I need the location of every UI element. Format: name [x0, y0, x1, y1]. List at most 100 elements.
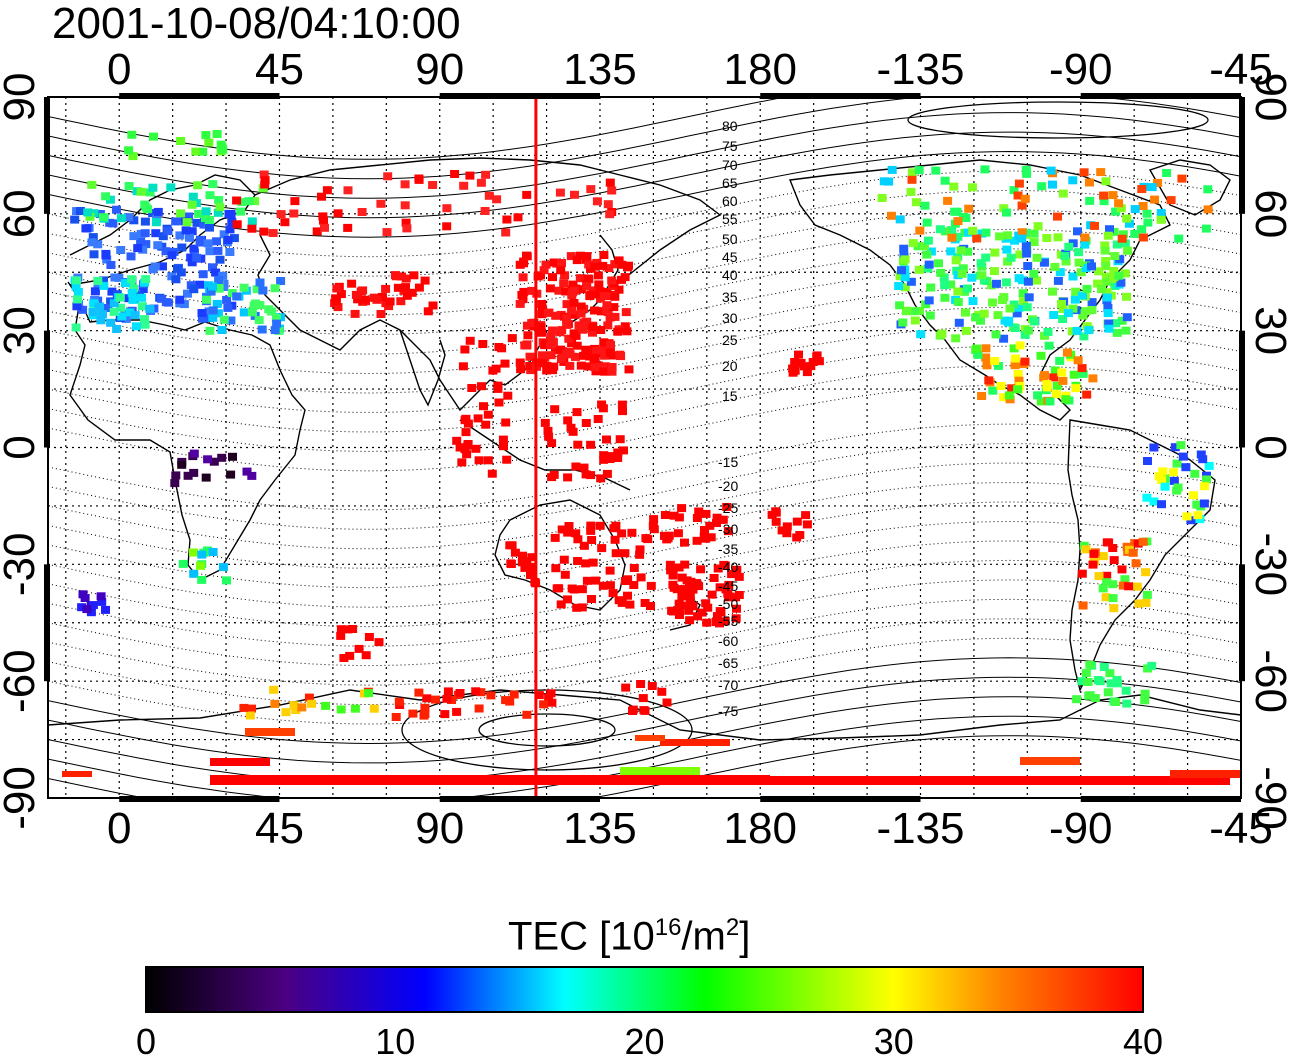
tec-cell [1142, 590, 1152, 599]
tec-cell [1149, 443, 1159, 452]
x-tick-bottom: 90 [415, 804, 464, 853]
axis-bar-top [1080, 93, 1241, 99]
tec-cell [257, 325, 267, 334]
tec-cell [205, 191, 215, 200]
tec-cell [926, 247, 936, 256]
tec-cell [587, 595, 596, 603]
contour-label-south: -45 [718, 578, 738, 594]
tec-cell [668, 571, 678, 580]
tec-cell [684, 606, 694, 615]
tec-cell [515, 260, 525, 269]
tec-cell [280, 218, 290, 227]
tec-cell [1166, 196, 1176, 205]
tec-cell [116, 303, 126, 312]
tec-cell [685, 592, 695, 601]
tec-cell [1120, 269, 1130, 278]
tec-cell [452, 707, 462, 716]
tec-cell [582, 282, 592, 291]
tec-cell [968, 183, 977, 192]
tec-cell [239, 308, 249, 317]
tec-cell [688, 602, 698, 611]
tec-cell [556, 600, 566, 609]
tec-cell [701, 599, 711, 608]
contour-label-north: 50 [722, 231, 738, 247]
tec-cell [133, 244, 143, 253]
tec-cell [297, 703, 307, 712]
tec-cell [260, 176, 270, 185]
tec-cell [1088, 374, 1098, 383]
tec-cell [1071, 384, 1081, 393]
tec-cell [673, 529, 683, 538]
tec-cell [78, 305, 88, 314]
tec-cell [525, 362, 535, 370]
tec-cell [907, 168, 917, 177]
tec-cell [213, 208, 223, 217]
tec-cell [1082, 390, 1092, 399]
axis-bar-top [119, 93, 280, 99]
tec-cell [649, 515, 659, 524]
tec-cell [588, 322, 598, 331]
tec-cell [806, 362, 816, 371]
tec-cell [492, 195, 502, 204]
tec-cell [613, 454, 623, 462]
tec-cell [1085, 178, 1094, 187]
tec-cell [1003, 231, 1013, 240]
tec-cell [1013, 191, 1023, 200]
tec-cell [1160, 482, 1170, 491]
contour-line [48, 618, 1241, 706]
tec-cell [1104, 324, 1114, 333]
tec-cell [666, 566, 676, 575]
tec-band [245, 728, 295, 736]
tec-cell [1044, 341, 1054, 350]
tec-cell [1060, 252, 1070, 260]
tec-cell [1111, 207, 1121, 216]
tec-cell [208, 313, 218, 322]
tec-cell [1156, 209, 1166, 217]
tec-cell [1014, 179, 1024, 188]
tec-cell [264, 305, 274, 314]
tec-cell [1102, 578, 1112, 587]
tec-cell [98, 310, 107, 319]
tec-cell [461, 428, 471, 437]
tec-cell [593, 271, 603, 280]
tec-cell [186, 253, 196, 262]
tec-cell [1115, 255, 1125, 264]
tec-cell [217, 326, 227, 334]
tec-cell [1142, 209, 1152, 218]
axis-bar-left [44, 564, 50, 682]
y-tick-right: 60 [1246, 189, 1292, 238]
tec-cell [564, 334, 574, 343]
tec-cell [518, 295, 528, 304]
tec-cell [713, 564, 723, 573]
tec-cell [808, 358, 818, 366]
tec-cell [570, 190, 579, 199]
tec-cell [1087, 298, 1097, 307]
tec-cell [189, 285, 199, 294]
tec-cell [1138, 537, 1148, 546]
tec-cell [801, 511, 811, 520]
tec-cell [911, 198, 921, 207]
tec-cell [483, 410, 493, 419]
contour-label-north: 65 [722, 175, 738, 191]
tec-cell [1108, 580, 1118, 589]
tec-cell [1002, 245, 1012, 254]
tec-cell [505, 541, 515, 550]
tec-cell [614, 285, 624, 294]
tec-cell [1101, 257, 1111, 265]
tec-cell [557, 525, 567, 534]
tec-cell [189, 548, 198, 557]
tec-cell [573, 535, 583, 544]
tec-cell [149, 132, 158, 141]
tec-cell [705, 521, 715, 530]
tec-cell [608, 589, 618, 598]
tec-cell [1003, 318, 1013, 327]
contour-label-south: -60 [718, 633, 738, 649]
tec-cell [1036, 351, 1046, 360]
tec-cell [802, 520, 812, 529]
tec-cell [721, 585, 731, 594]
tec-cell [195, 238, 205, 247]
tec-cell [268, 229, 278, 237]
tec-cell [1036, 397, 1046, 406]
tec-cell [617, 275, 626, 284]
tec-cell [688, 585, 698, 594]
